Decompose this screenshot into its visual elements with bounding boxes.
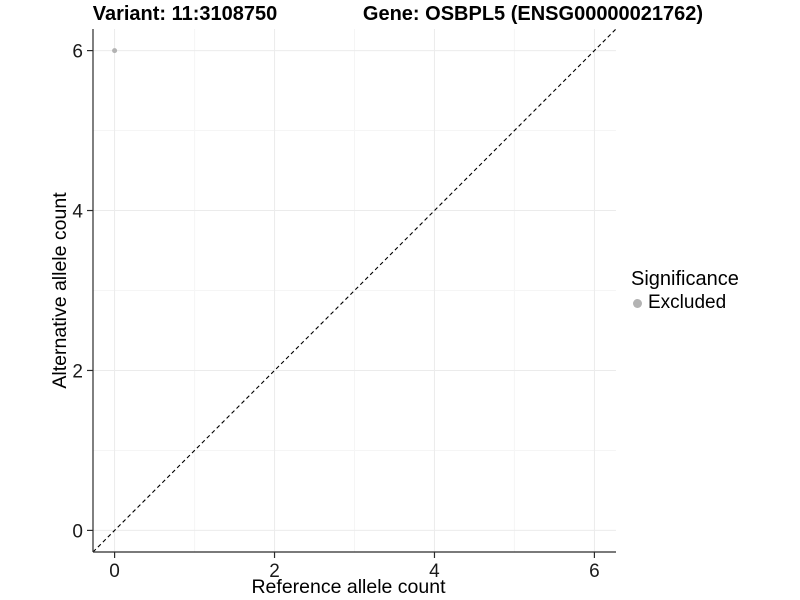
y-tick-label: 6	[72, 42, 83, 63]
legend: Significance Excluded	[631, 268, 739, 314]
y-axis-title: Alternative allele count	[49, 192, 71, 389]
y-tick-label: 4	[72, 202, 83, 223]
x-tick-label: 4	[429, 561, 440, 582]
x-tick-label: 2	[269, 561, 280, 582]
legend-title: Significance	[631, 268, 739, 290]
legend-item-label: Excluded	[648, 292, 727, 313]
data-point	[112, 48, 118, 54]
x-axis-title: Reference allele count	[251, 576, 446, 598]
legend-point-icon	[633, 298, 642, 308]
x-tick-label: 0	[109, 561, 120, 582]
y-tick-label: 2	[72, 361, 83, 382]
y-tick-label: 0	[72, 521, 83, 542]
plot-title-variant: Variant: 11:3108750	[92, 3, 278, 25]
plot-title-gene: Gene: OSBPL5 (ENSG00000021762)	[362, 3, 704, 25]
identity-dashed-line	[92, 28, 617, 553]
x-tick-label: 6	[589, 561, 600, 582]
legend-item-excluded: Excluded	[633, 292, 739, 314]
